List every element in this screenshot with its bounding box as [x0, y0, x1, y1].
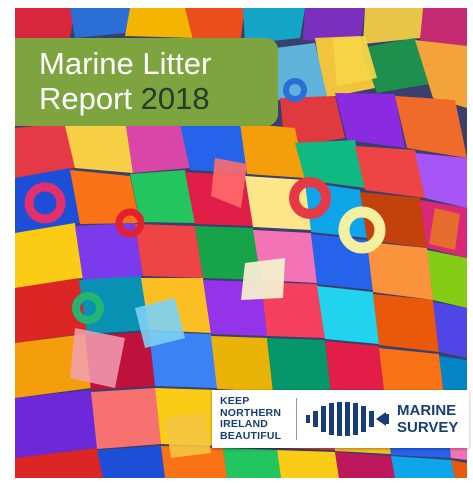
report-title-word: Report	[39, 81, 133, 116]
plastic-litter-photo	[15, 8, 467, 478]
marine-survey-line2: SURVEY	[397, 419, 459, 436]
kni-text-line3: IRELAND	[220, 418, 269, 430]
report-title-line1: Marine Litter	[39, 46, 212, 81]
marine-survey-wordmark: MARINE SURVEY	[397, 402, 458, 436]
kni-text-line1: KEEP	[220, 395, 250, 407]
keep-ni-beautiful-logo: KEEP NORTHERN IRELAND BEAUTIFUL	[220, 395, 300, 442]
kni-text-line2: NORTHERN	[220, 406, 282, 419]
partner-logos-panel: KEEP NORTHERN IRELAND BEAUTIFUL MARINE S…	[212, 390, 469, 448]
report-title-line2: Report 2018	[39, 82, 210, 116]
marine-survey-line1: MARINE	[397, 402, 457, 419]
logo-divider	[296, 398, 297, 440]
report-year: 2018	[140, 81, 210, 116]
marine-survey-logo-icon	[306, 402, 389, 436]
report-title-banner: Marine Litter Report 2018	[15, 38, 278, 126]
kni-text-line4: BEAUTIFUL	[220, 429, 282, 442]
report-cover	[15, 8, 467, 478]
